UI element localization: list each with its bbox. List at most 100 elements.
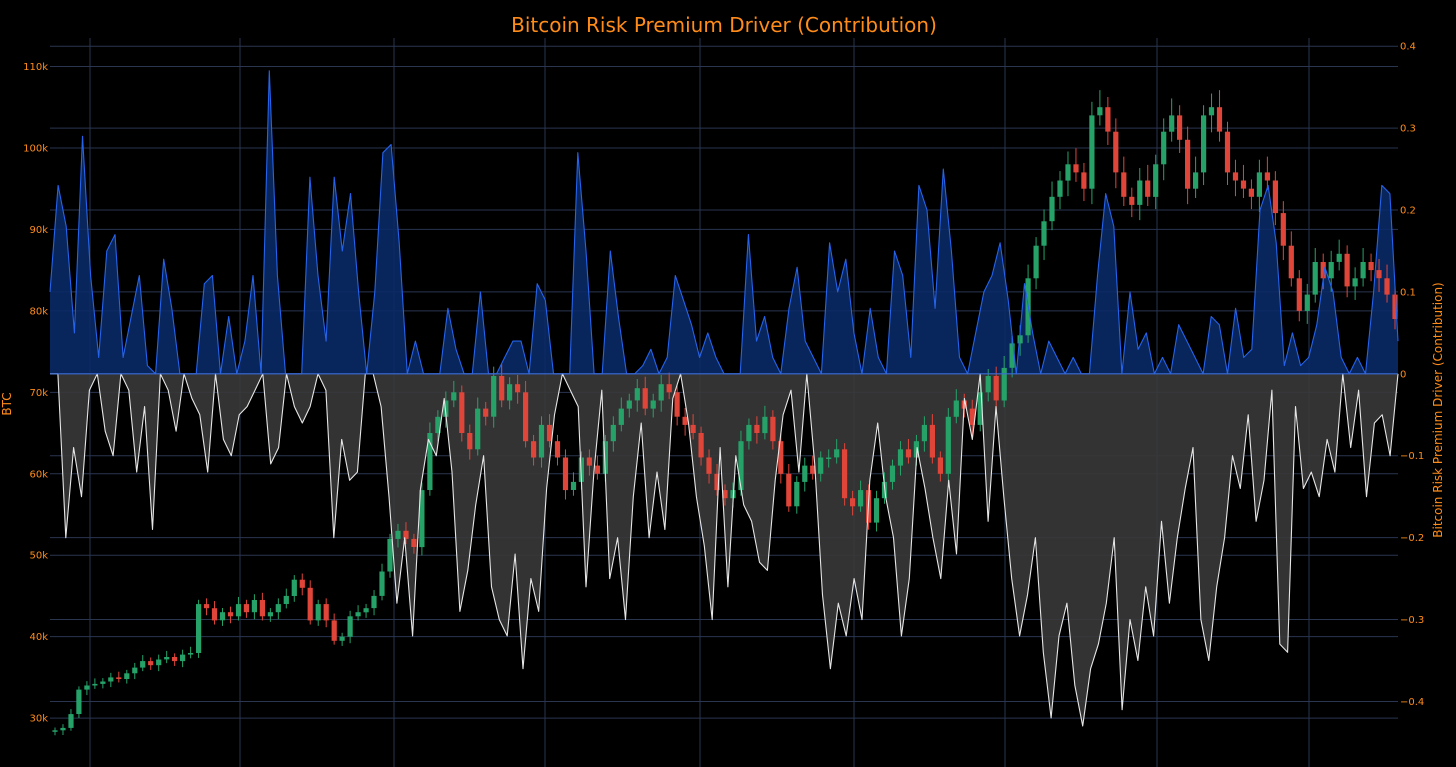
candle-body — [538, 424, 545, 458]
candle-body — [897, 449, 904, 466]
candle-down — [331, 613, 337, 645]
candle-body — [945, 416, 951, 474]
candle-body — [1312, 262, 1318, 295]
candle-up — [219, 608, 226, 626]
candle-body — [977, 392, 983, 425]
candle-down — [531, 434, 537, 466]
candle-body — [203, 604, 210, 609]
candle-down — [403, 522, 409, 545]
right-tick-label: −0.1 — [1400, 451, 1424, 462]
candle-body — [235, 604, 242, 617]
candle-down — [1185, 126, 1191, 205]
candle-up — [1033, 237, 1039, 290]
candle-up — [762, 405, 768, 440]
candle-down — [1232, 159, 1239, 197]
candle-up — [355, 605, 361, 621]
candle-down — [850, 490, 856, 516]
chart-title: Bitcoin Risk Premium Driver (Contributio… — [511, 13, 937, 37]
candle-down — [1105, 96, 1111, 145]
candle-up — [1049, 181, 1055, 231]
candle-up — [1161, 118, 1167, 181]
candle-down — [778, 432, 784, 484]
candle-body — [124, 673, 130, 679]
candle-body — [227, 612, 234, 617]
candle-up — [387, 533, 393, 578]
candle-up — [1201, 105, 1207, 186]
candle-body — [148, 661, 154, 666]
candle-body — [1185, 139, 1191, 189]
candle-body — [395, 530, 401, 539]
candle-down — [706, 449, 712, 484]
candle-body — [586, 457, 592, 466]
candle-body — [1161, 131, 1167, 165]
candle-body — [1137, 180, 1143, 205]
candle-body — [826, 457, 832, 459]
left-tick-label: 90k — [29, 225, 48, 236]
candle-down — [1344, 245, 1350, 298]
candle-down — [810, 455, 816, 480]
candle-body — [387, 538, 393, 572]
candle-up — [100, 678, 106, 689]
candle-down — [227, 606, 234, 624]
candle-body — [243, 604, 249, 613]
candle-body — [435, 416, 441, 434]
candle-body — [291, 579, 297, 596]
candle-body — [315, 604, 321, 621]
candle-body — [531, 441, 537, 458]
candle-body — [491, 376, 497, 417]
candle-body — [546, 424, 553, 442]
candle-body — [1296, 278, 1302, 311]
candle-body — [371, 595, 377, 609]
candle-down — [1129, 187, 1135, 218]
candle-up — [76, 686, 82, 719]
candle-up — [634, 379, 640, 412]
candle-body — [802, 465, 808, 482]
candle-body — [307, 587, 313, 621]
candle-down — [929, 414, 935, 464]
candle-up — [802, 457, 808, 492]
candle-body — [818, 457, 824, 474]
candle-body — [251, 600, 257, 613]
candle-body — [658, 384, 664, 401]
candle-up — [275, 598, 281, 620]
candle-body — [52, 730, 58, 732]
candle-body — [1336, 253, 1342, 262]
candle-down — [770, 410, 776, 450]
btc-candlesticks — [52, 90, 1398, 736]
candle-down — [307, 580, 313, 625]
candle-up — [1169, 98, 1175, 142]
candle-body — [483, 408, 489, 417]
candle-body — [602, 441, 608, 474]
candle-body — [1248, 188, 1254, 197]
candle-up — [267, 608, 273, 622]
candle-body — [100, 681, 106, 684]
candle-body — [219, 612, 226, 621]
candle-body — [1073, 164, 1079, 173]
candle-body — [1065, 164, 1071, 181]
candle-up — [124, 669, 130, 684]
candle-up — [52, 727, 58, 736]
left-tick-label: 50k — [29, 551, 48, 562]
candle-body — [1145, 180, 1151, 197]
candle-up — [873, 490, 880, 532]
candle-body — [523, 392, 529, 442]
candle-up — [650, 393, 656, 418]
candle-body — [164, 657, 170, 660]
candle-body — [1208, 107, 1215, 116]
candle-body — [842, 449, 848, 499]
candle-up — [1097, 90, 1103, 126]
candle-body — [467, 433, 473, 450]
candle-body — [331, 620, 337, 641]
candle-body — [363, 608, 369, 613]
candle-down — [642, 376, 648, 416]
candle-down — [937, 451, 943, 482]
left-tick-label: 80k — [29, 306, 48, 317]
candle-down — [682, 408, 688, 436]
candle-body — [921, 424, 927, 442]
candle-body — [116, 677, 122, 679]
candle-body — [746, 424, 752, 442]
candle-body — [698, 433, 704, 458]
candle-up — [363, 603, 369, 618]
candle-up — [945, 408, 951, 484]
candle-body — [379, 571, 385, 596]
